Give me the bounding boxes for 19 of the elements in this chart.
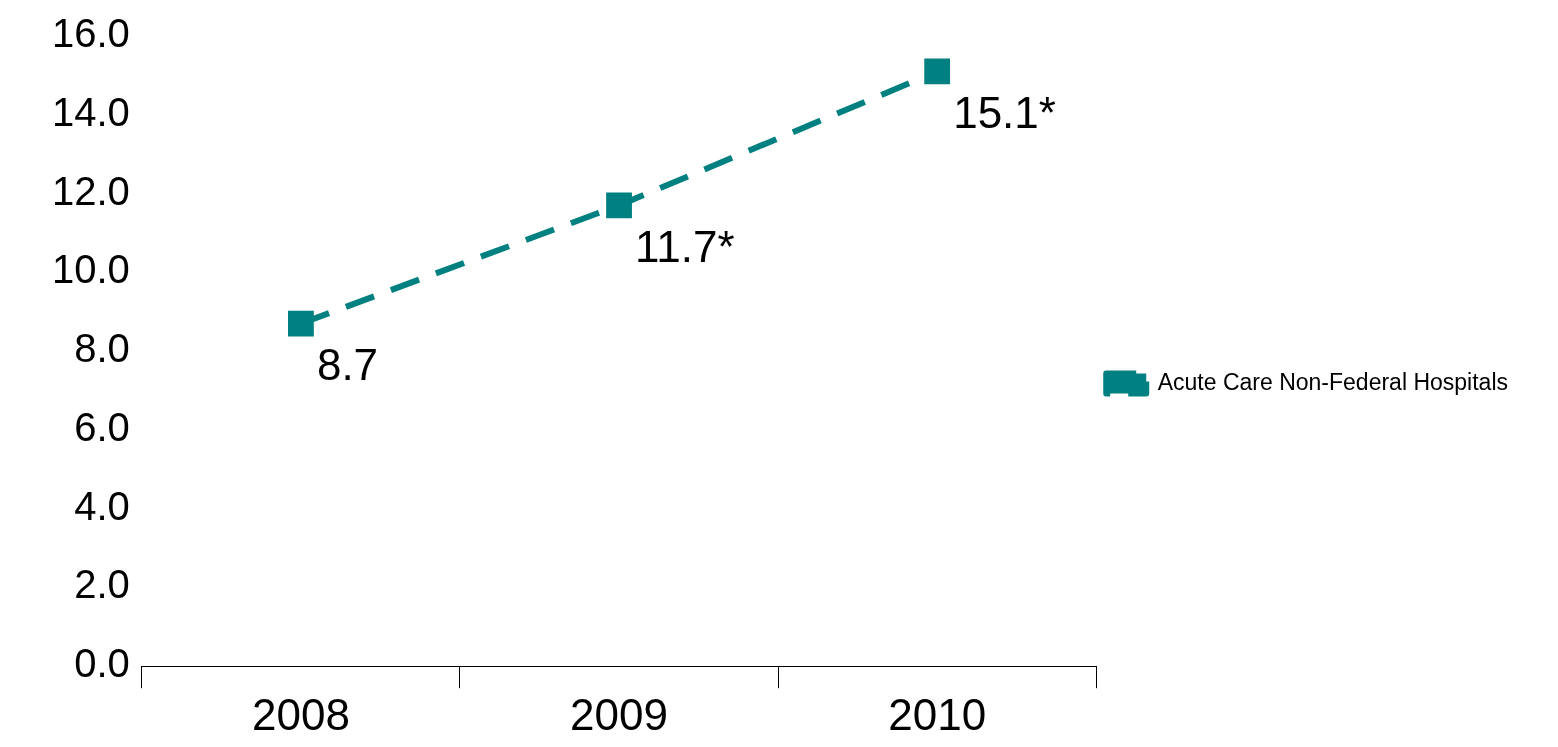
data-label: 15.1* [953,87,1056,137]
y-tick-label: 10.0 [51,247,130,292]
point [606,192,632,219]
point [924,58,951,85]
legend-label: Acute Care Non-Federal Hospitals [1157,368,1509,395]
x-tick-label: 2010 [888,689,987,739]
y-tick-label: 14.0 [51,89,130,134]
point [288,310,314,337]
data-label: 8.7 [316,339,379,389]
y-tick-label: 16.0 [51,11,130,56]
y-tick-label: 8.0 [74,326,130,371]
y-tick-label: 0.0 [74,641,130,686]
y-tick-label: 6.0 [74,404,130,449]
x-tick-label: 2009 [570,689,668,739]
x-tick-label: 2008 [251,689,350,739]
y-tick-label: 2.0 [74,562,130,607]
y-tick-label: 12.0 [51,168,130,213]
data-label: 11.7* [635,221,735,271]
y-tick-label: 4.0 [74,483,130,528]
